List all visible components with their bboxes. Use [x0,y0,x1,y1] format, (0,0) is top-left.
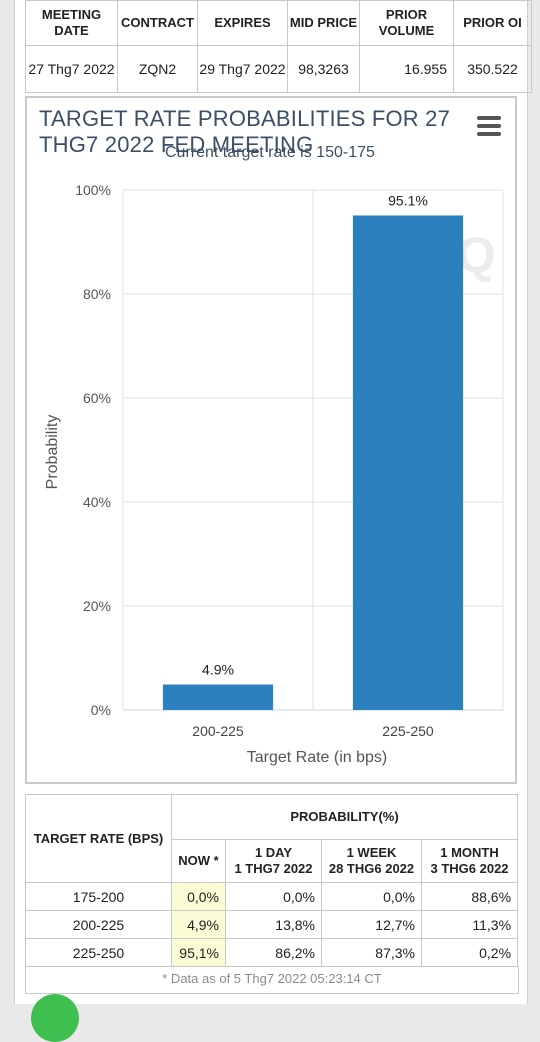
row-now: 4,9% [171,910,226,939]
header-1-week-label: 1 WEEK [346,845,397,860]
meeting-info-header-row: MEETING DATE CONTRACT EXPIRES MID PRICE … [25,0,532,46]
expires: 29 Thg7 2022 [197,45,288,93]
header-target-rate: TARGET RATE (BPS) [25,794,172,883]
bar [162,684,274,710]
y-tick-label: 60% [83,390,111,406]
x-tick-label: 225-250 [382,723,434,739]
data-label: 95.1% [388,192,428,208]
row-1-month: 11,3% [420,910,519,939]
row-rate: 225-250 [25,938,172,967]
table-row: 200-225 4,9% 13,8% 12,7% 11,3% [25,910,519,939]
row-1-week: 0,0% [321,882,422,911]
probability-table: TARGET RATE (BPS) PROBABILITY(%) NOW * 1… [25,794,519,967]
prob-header-row-1: TARGET RATE (BPS) PROBABILITY(%) [25,794,519,883]
bar [352,215,464,710]
header-prior-oi: PRIOR OI [453,0,532,46]
meeting-date: 27 Thg7 2022 [25,45,118,93]
data-label: 4.9% [202,662,234,678]
y-tick-label: 80% [83,286,111,302]
row-1-week: 12,7% [321,910,422,939]
chart-subtitle: Current target rate is 150-175 [165,144,375,161]
prior-oi: 350.522 [453,45,532,93]
mid-price: 98,3263 [287,45,360,93]
data-timestamp-footnote: * Data as of 5 Thg7 2022 05:23:14 CT [25,966,519,994]
header-1-month: 1 MONTH 3 THG6 2022 [420,839,519,883]
header-1-month-label: 1 MONTH [440,845,499,860]
bar-chart: 0% 20% 40% 60% 80% 100% 4.9% 200-225 95.1% 225-25… [44,182,504,766]
row-1-month: 88,6% [420,882,519,911]
table-row: 175-200 0,0% 0,0% 0,0% 88,6% [25,882,519,911]
y-tick-label: 20% [83,598,111,614]
chart-title: TARGET RATE PROBABILITIES FOR 27 THG7 20… [39,106,451,157]
contract: ZQN2 [117,45,198,93]
header-probability: PROBABILITY(%) [170,794,519,840]
hamburger-menu-icon[interactable] [477,116,501,136]
row-1-month: 0,2% [420,938,519,967]
row-1-day: 13,8% [225,910,322,939]
table-row: 225-250 95,1% 86,2% 87,3% 0,2% [25,938,519,967]
y-tick-label: 40% [83,494,111,510]
header-contract: CONTRACT [117,0,198,46]
header-meeting-date: MEETING DATE [25,0,118,46]
x-axis-title: Target Rate (in bps) [247,749,388,766]
header-1-week-date: 28 THG6 2022 [328,861,415,876]
chart-container: TARGET RATE PROBABILITIES FOR 27 THG7 20… [25,96,517,784]
row-now: 95,1% [171,938,226,967]
watermark: Q [457,227,496,283]
row-rate: 200-225 [25,910,172,939]
row-1-week: 87,3% [321,938,422,967]
prob-header-row-2: NOW * 1 DAY 1 THG7 2022 1 WEEK 28 THG6 2… [26,839,519,883]
floating-action-button[interactable] [31,994,79,1042]
header-1-day: 1 DAY 1 THG7 2022 [225,839,322,883]
page: MEETING DATE CONTRACT EXPIRES MID PRICE … [14,0,532,1042]
prior-volume: 16.955 [359,45,454,93]
x-tick-label: 200-225 [192,723,244,739]
header-1-month-date: 3 THG6 2022 [430,861,509,876]
header-prior-volume: PRIOR VOLUME [359,0,454,46]
y-tick-label: 100% [75,182,111,198]
header-1-day-label: 1 DAY [254,845,293,860]
row-now: 0,0% [171,882,226,911]
header-now: NOW * [171,839,226,883]
y-tick-label: 0% [91,702,111,718]
header-1-week: 1 WEEK 28 THG6 2022 [321,839,422,883]
y-axis-title: Probability [44,415,61,490]
row-rate: 175-200 [25,882,172,911]
header-expires: EXPIRES [197,0,288,46]
header-mid-price: MID PRICE [287,0,360,46]
row-1-day: 0,0% [225,882,322,911]
row-1-day: 86,2% [225,938,322,967]
header-1-day-date: 1 THG7 2022 [234,861,313,876]
meeting-info-table: MEETING DATE CONTRACT EXPIRES MID PRICE … [25,0,532,93]
meeting-info-row: 27 Thg7 2022 ZQN2 29 Thg7 2022 98,3263 1… [25,45,532,93]
